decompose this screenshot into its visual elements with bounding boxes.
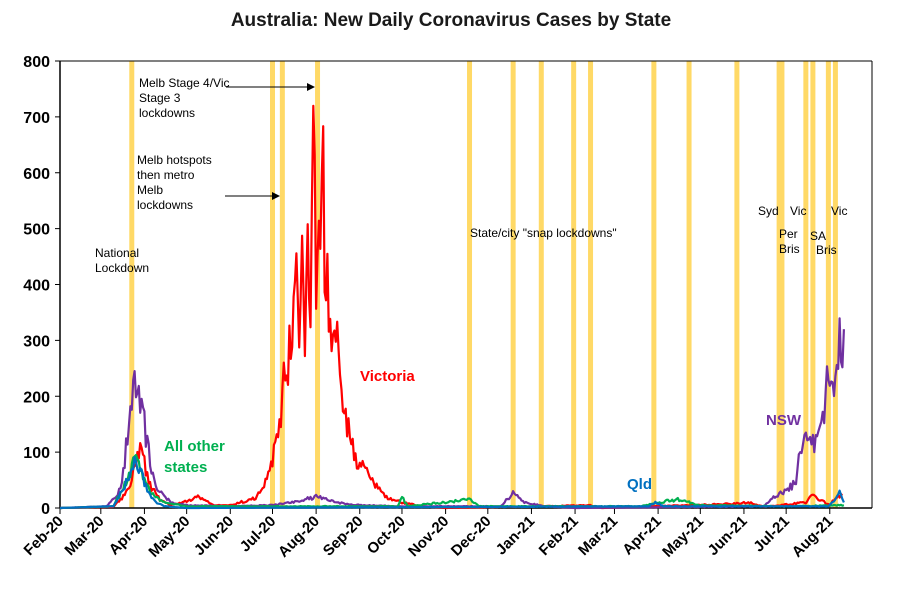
lockdown-band bbox=[510, 61, 516, 508]
x-tick-label: Apr-20 bbox=[106, 513, 152, 559]
y-tick-label: 700 bbox=[23, 110, 50, 127]
y-tick-label: 800 bbox=[23, 54, 50, 71]
annotation-text: Bris bbox=[816, 243, 837, 257]
x-tick-label: Feb-20 bbox=[21, 513, 67, 559]
lockdown-band bbox=[651, 61, 657, 508]
series-label-qld: Qld bbox=[627, 476, 652, 493]
x-tick-label: Jun-21 bbox=[705, 513, 751, 559]
x-tick-label: Jun-20 bbox=[191, 513, 237, 559]
annotation-text: Syd bbox=[758, 204, 779, 218]
x-tick-label: Feb-21 bbox=[536, 513, 582, 559]
lockdown-band bbox=[467, 61, 473, 508]
annotation-text: Vic bbox=[790, 204, 806, 218]
x-tick-label: Sep-20 bbox=[320, 513, 367, 560]
lockdown-band bbox=[538, 61, 544, 508]
lockdown-band bbox=[571, 61, 577, 508]
lockdown-band bbox=[776, 61, 782, 508]
x-tick-label: Jul-20 bbox=[237, 513, 280, 556]
x-tick-label: Oct-20 bbox=[364, 513, 409, 558]
lockdown-band bbox=[734, 61, 740, 508]
annotation-text: State/city "snap lockdowns" bbox=[470, 226, 617, 240]
x-tick-label: Mar-20 bbox=[61, 513, 107, 559]
series-line-qld bbox=[60, 456, 845, 510]
lockdown-band bbox=[825, 61, 831, 508]
lockdown-band bbox=[269, 61, 275, 508]
x-tick-label: May-20 bbox=[145, 513, 193, 561]
lockdown-band bbox=[129, 61, 135, 508]
x-tick-label: Aug-21 bbox=[789, 513, 837, 561]
x-tick-label: Jan-21 bbox=[493, 513, 539, 559]
y-tick-label: 200 bbox=[23, 389, 50, 406]
series-lines bbox=[59, 104, 845, 510]
series-label-nsw: NSW bbox=[766, 412, 802, 429]
lockdown-band bbox=[832, 61, 838, 508]
lockdown-band bbox=[279, 61, 285, 508]
annotation-text: Vic bbox=[831, 204, 847, 218]
lockdown-bands bbox=[129, 61, 838, 508]
annotation-text: Per Bris bbox=[779, 227, 800, 256]
y-tick-label: 300 bbox=[23, 333, 50, 350]
lockdown-band bbox=[588, 61, 594, 508]
annotation-text: SA bbox=[810, 229, 826, 243]
annotation-text: Melb hotspots then metro Melb lockdowns bbox=[137, 153, 212, 212]
lockdown-band bbox=[686, 61, 692, 508]
y-tick-label: 500 bbox=[23, 222, 50, 239]
y-tick-label: 100 bbox=[23, 445, 50, 462]
x-tick-label: May-21 bbox=[659, 513, 707, 561]
y-tick-label: 0 bbox=[41, 501, 50, 518]
x-tick-label: Mar-21 bbox=[575, 513, 621, 559]
lockdown-band bbox=[810, 61, 816, 508]
x-tick-label: Apr-21 bbox=[619, 513, 665, 559]
annotation-text: National Lockdown bbox=[95, 246, 149, 275]
series-label-all-other-states: All other states bbox=[164, 438, 225, 476]
chart-title: Australia: New Daily Coronavirus Cases b… bbox=[230, 10, 672, 31]
y-tick-label: 400 bbox=[23, 278, 50, 295]
series-line-nsw bbox=[59, 317, 845, 510]
x-tick-label: Aug-20 bbox=[275, 513, 323, 561]
x-tick-label: Jul-21 bbox=[750, 513, 793, 556]
lockdown-band bbox=[803, 61, 809, 508]
x-tick-label: Nov-20 bbox=[405, 513, 452, 560]
annotations: Victoria NSW All other states Qld National Loc… bbox=[95, 76, 847, 493]
series-label-victoria: Victoria bbox=[360, 368, 415, 385]
lockdown-band bbox=[779, 61, 785, 508]
annotation-text: Melb Stage 4/Vic Stage 3 lockdowns bbox=[139, 76, 230, 120]
x-tick-label: Dec-20 bbox=[448, 513, 495, 560]
y-tick-label: 600 bbox=[23, 166, 50, 183]
